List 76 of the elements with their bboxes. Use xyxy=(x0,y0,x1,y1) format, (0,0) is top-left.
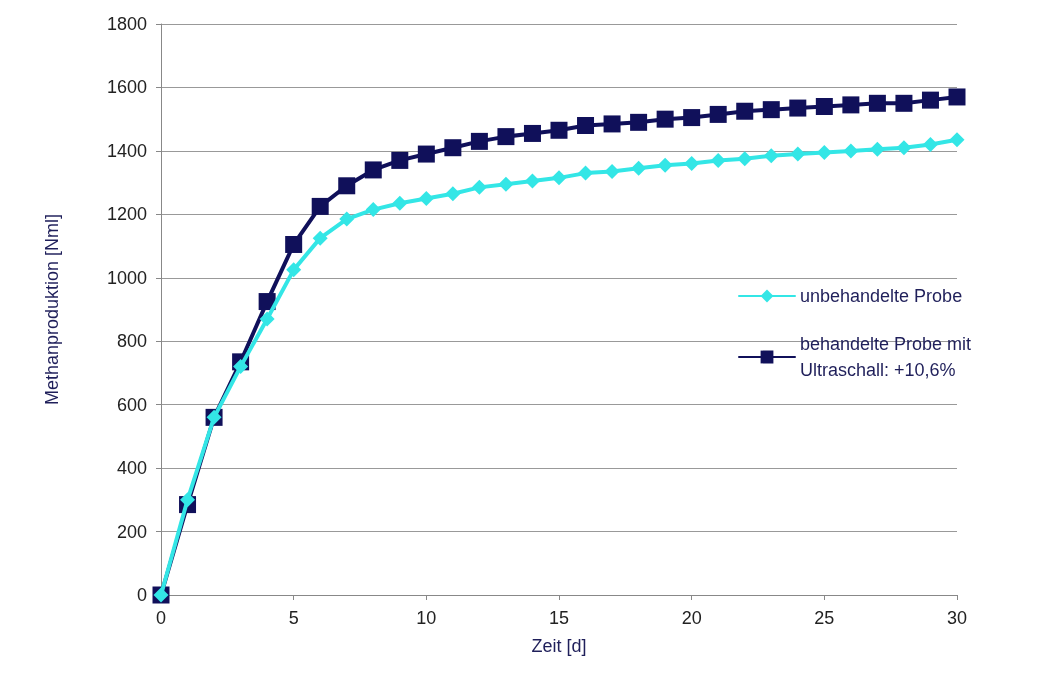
point xyxy=(710,152,726,168)
x-axis-title: Zeit [d] xyxy=(531,636,587,656)
x-tick-label: 15 xyxy=(548,608,570,628)
point xyxy=(815,97,833,115)
point xyxy=(524,173,540,189)
point xyxy=(630,113,648,131)
point xyxy=(896,140,912,156)
point xyxy=(365,202,381,218)
point xyxy=(498,176,514,192)
point xyxy=(684,156,700,172)
point xyxy=(391,151,409,169)
point xyxy=(471,179,487,195)
x-tick-label: 10 xyxy=(416,608,437,628)
y-tick-label: 600 xyxy=(116,394,147,415)
x-tick-label: 0 xyxy=(155,608,167,628)
point xyxy=(790,146,806,162)
point xyxy=(233,359,249,375)
y-tick-label: 0 xyxy=(136,585,147,605)
point xyxy=(631,160,647,176)
x-tick-label: 20 xyxy=(681,608,702,628)
y-tick-label: 800 xyxy=(116,331,147,352)
point xyxy=(948,88,966,106)
point xyxy=(311,197,329,215)
point xyxy=(683,109,701,127)
point xyxy=(577,117,595,135)
y-tick-label: 1800 xyxy=(106,14,147,34)
y-tick-label: 1200 xyxy=(106,204,147,225)
point xyxy=(843,143,859,159)
point xyxy=(417,145,435,163)
point xyxy=(312,230,328,246)
point xyxy=(762,101,780,119)
point xyxy=(842,96,860,114)
point xyxy=(418,190,434,206)
point xyxy=(736,102,754,120)
point xyxy=(550,121,568,139)
y-tick-label: 1600 xyxy=(106,77,147,98)
point xyxy=(444,139,462,157)
point xyxy=(949,132,965,148)
point xyxy=(763,148,779,164)
y-tick-label: 400 xyxy=(116,458,147,479)
point xyxy=(470,132,488,150)
x-tick-label: 25 xyxy=(814,608,835,628)
point xyxy=(656,110,674,128)
point xyxy=(259,311,275,327)
point xyxy=(603,115,621,133)
point xyxy=(869,141,885,157)
point xyxy=(551,170,567,186)
point xyxy=(604,164,620,180)
y-tick-label: 200 xyxy=(116,521,147,542)
point xyxy=(523,124,541,142)
point xyxy=(285,235,303,253)
point xyxy=(657,157,673,173)
point xyxy=(497,128,515,146)
y-tick-label: 1400 xyxy=(106,140,147,161)
point xyxy=(286,262,302,278)
x-tick-label: 30 xyxy=(946,608,968,628)
point xyxy=(392,195,408,211)
y-tick-label: 1000 xyxy=(106,267,147,288)
point xyxy=(737,151,753,167)
point xyxy=(921,91,939,109)
point xyxy=(922,137,938,153)
x-tick-label: 5 xyxy=(288,608,299,628)
point xyxy=(338,177,356,195)
point xyxy=(789,99,807,117)
point xyxy=(816,144,832,160)
legend-label: behandelte Probe mit Ultraschall: +10,6% xyxy=(800,334,977,380)
point xyxy=(868,94,886,112)
point xyxy=(180,492,196,508)
y-axis-title: Methanproduktion [Nml] xyxy=(42,213,62,406)
point xyxy=(339,211,355,227)
legend-label: unbehandelte Probe xyxy=(800,286,963,306)
point xyxy=(709,105,727,123)
point xyxy=(578,165,594,181)
point xyxy=(445,186,461,202)
point xyxy=(895,94,913,112)
point xyxy=(364,161,382,179)
